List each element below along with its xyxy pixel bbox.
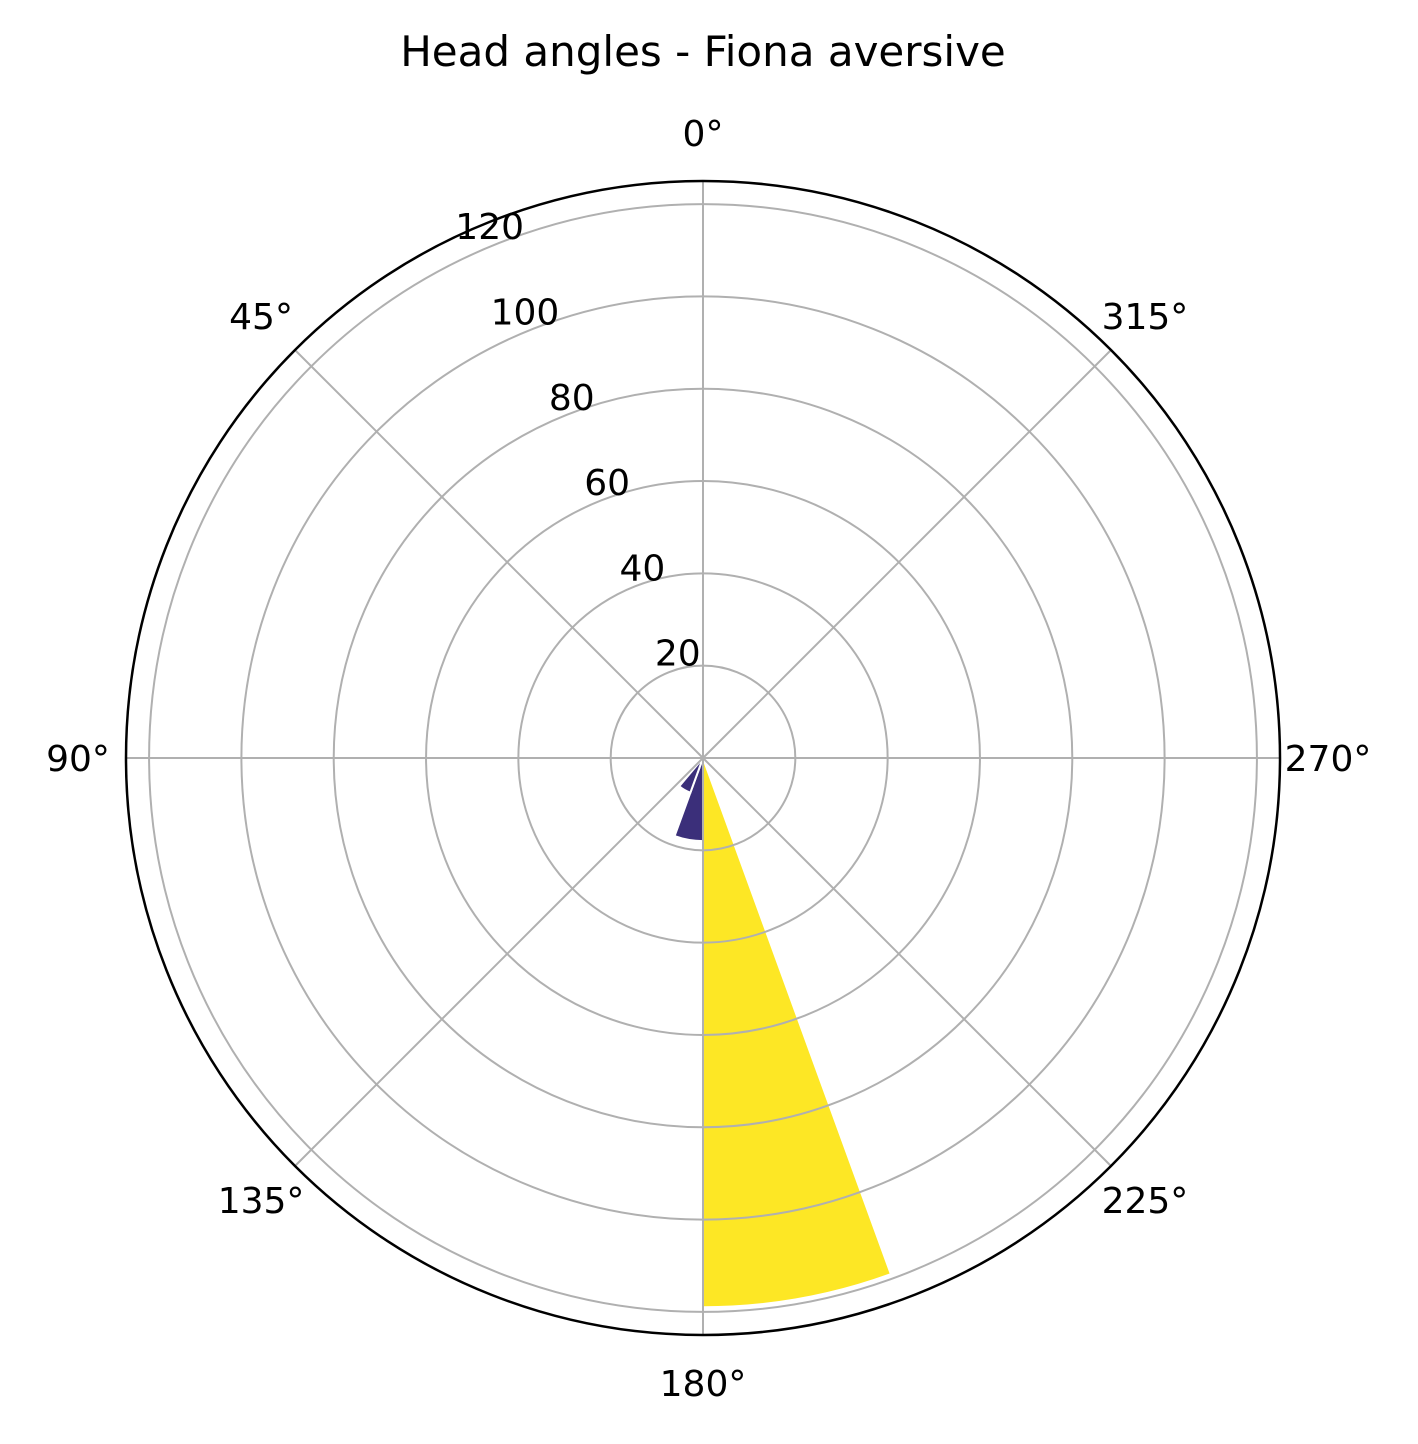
chart-title: Head angles - Fiona aversive (400, 27, 1006, 76)
angle-tick-label-270: 270° (1285, 739, 1372, 780)
angle-gridline-135 (294, 757, 704, 1167)
bars-layer (673, 757, 893, 1309)
radial-tick-label-80: 80 (549, 378, 595, 419)
angle-tick-label-180: 180° (660, 1364, 747, 1405)
angle-tick-label-225: 225° (1102, 1181, 1189, 1222)
grid-layer (126, 181, 1280, 1335)
angle-gridline-225 (702, 757, 1112, 1167)
polar-frame (124, 179, 1282, 1337)
angle-tick-label-135: 135° (218, 1181, 305, 1222)
radial-tick-label-40: 40 (620, 548, 666, 589)
angle-tick-label-315: 315° (1102, 297, 1189, 338)
angle-gridline-45 (294, 349, 704, 759)
radial-tick-label-100: 100 (491, 293, 560, 334)
bar-wedge-2 (677, 757, 704, 794)
angle-gridline-315 (702, 349, 1112, 759)
radial-tick-label-20: 20 (655, 634, 701, 675)
bar-wedge-0 (702, 757, 893, 1309)
radial-tick-label-60: 60 (584, 463, 630, 504)
angle-tick-label-45: 45° (229, 297, 293, 338)
angle-tick-label-0: 0° (683, 114, 724, 155)
angle-tick-label-90: 90° (46, 739, 110, 780)
angle-tick-labels: 0° 45° 90° 135° 180° 225° 270° 315° (46, 114, 1371, 1405)
